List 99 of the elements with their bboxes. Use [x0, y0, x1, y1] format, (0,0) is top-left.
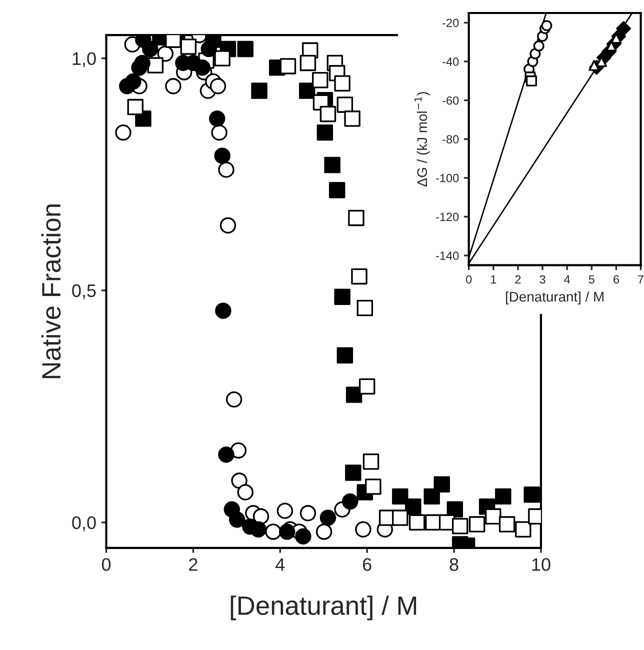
x-tick-label: 5	[588, 275, 594, 284]
x-tick-label: 0	[466, 275, 472, 284]
point	[180, 38, 197, 55]
point	[616, 21, 632, 36]
point	[392, 488, 408, 505]
point	[215, 302, 232, 319]
point	[524, 486, 540, 503]
point	[468, 516, 486, 532]
point	[530, 48, 541, 60]
point	[365, 478, 382, 495]
point	[336, 96, 354, 113]
point	[345, 464, 362, 481]
point	[295, 528, 312, 544]
point	[280, 58, 296, 74]
point	[316, 524, 332, 540]
point	[334, 75, 350, 92]
point	[342, 493, 358, 510]
y-tick-label: 0,5	[72, 284, 96, 300]
y-tick-label: -20	[442, 18, 459, 28]
point	[200, 40, 217, 58]
point	[348, 210, 364, 226]
point	[226, 391, 242, 408]
point	[316, 124, 334, 141]
y-tick-label: -140	[436, 252, 459, 260]
y-axis-title: ΔG / (kJ mol$^{−1}$)	[414, 92, 430, 187]
y-tick-label: -120	[436, 212, 459, 222]
y-tick-label: 0,0	[72, 516, 96, 532]
y-tick-label: -100	[436, 174, 459, 182]
point	[214, 50, 230, 66]
y-axis-title: Native Fraction	[41, 204, 61, 378]
point	[115, 124, 132, 141]
point	[336, 347, 354, 364]
point	[127, 98, 144, 116]
point	[237, 484, 254, 500]
point	[452, 518, 468, 534]
x-tick-label: 4	[276, 558, 285, 571]
x-tick-label: 6	[362, 558, 372, 571]
point	[300, 54, 316, 72]
point	[498, 516, 516, 532]
point	[298, 82, 316, 99]
x-axis-title: [Denaturant] / M	[506, 291, 604, 304]
point	[356, 300, 374, 316]
point	[358, 378, 376, 395]
point	[218, 446, 234, 463]
x-tick-label: 10	[532, 558, 550, 571]
point	[334, 288, 350, 305]
point	[405, 498, 422, 515]
point	[278, 524, 296, 540]
point	[251, 82, 268, 99]
x-tick-label: 6	[614, 275, 619, 284]
x-tick-label: 1	[491, 275, 496, 284]
point	[220, 217, 236, 234]
point	[362, 454, 380, 470]
y-tick-label: -60	[442, 96, 459, 105]
point	[320, 510, 336, 526]
point	[131, 59, 148, 76]
point	[147, 57, 164, 74]
point	[351, 268, 368, 285]
point	[392, 510, 408, 526]
point	[214, 148, 230, 164]
point	[252, 508, 270, 525]
x-tick-label: 7	[638, 275, 644, 284]
point	[533, 40, 544, 52]
point	[237, 40, 254, 58]
x-tick-label: 8	[450, 558, 458, 571]
y-tick-label: -80	[442, 135, 459, 144]
point	[208, 110, 226, 127]
x-tick-label: 2	[515, 275, 521, 284]
point	[434, 476, 450, 492]
point	[312, 72, 328, 88]
point	[250, 521, 267, 538]
x-axis-title: [Denaturant] / M	[230, 596, 416, 620]
point	[344, 110, 360, 127]
point	[300, 505, 316, 522]
x-tick-label: 4	[564, 275, 570, 284]
point	[194, 59, 210, 76]
point	[355, 521, 372, 538]
point	[346, 386, 362, 403]
point	[328, 182, 346, 198]
x-tick-label: 2	[189, 558, 198, 571]
point	[485, 508, 502, 525]
x-tick-label: 0	[102, 558, 111, 571]
point	[495, 488, 512, 505]
point	[165, 78, 182, 94]
x-tick-label: 3	[540, 275, 546, 284]
point	[408, 514, 426, 531]
y-tick-label: 1,0	[72, 52, 96, 68]
point	[324, 156, 340, 174]
point	[142, 40, 158, 58]
point	[526, 75, 537, 86]
point	[125, 73, 142, 90]
point	[320, 106, 336, 122]
point	[541, 20, 552, 32]
point	[210, 78, 226, 94]
point	[424, 488, 440, 505]
point	[276, 502, 294, 519]
y-tick-label: -40	[442, 58, 459, 66]
point	[515, 521, 532, 538]
point	[228, 512, 246, 528]
